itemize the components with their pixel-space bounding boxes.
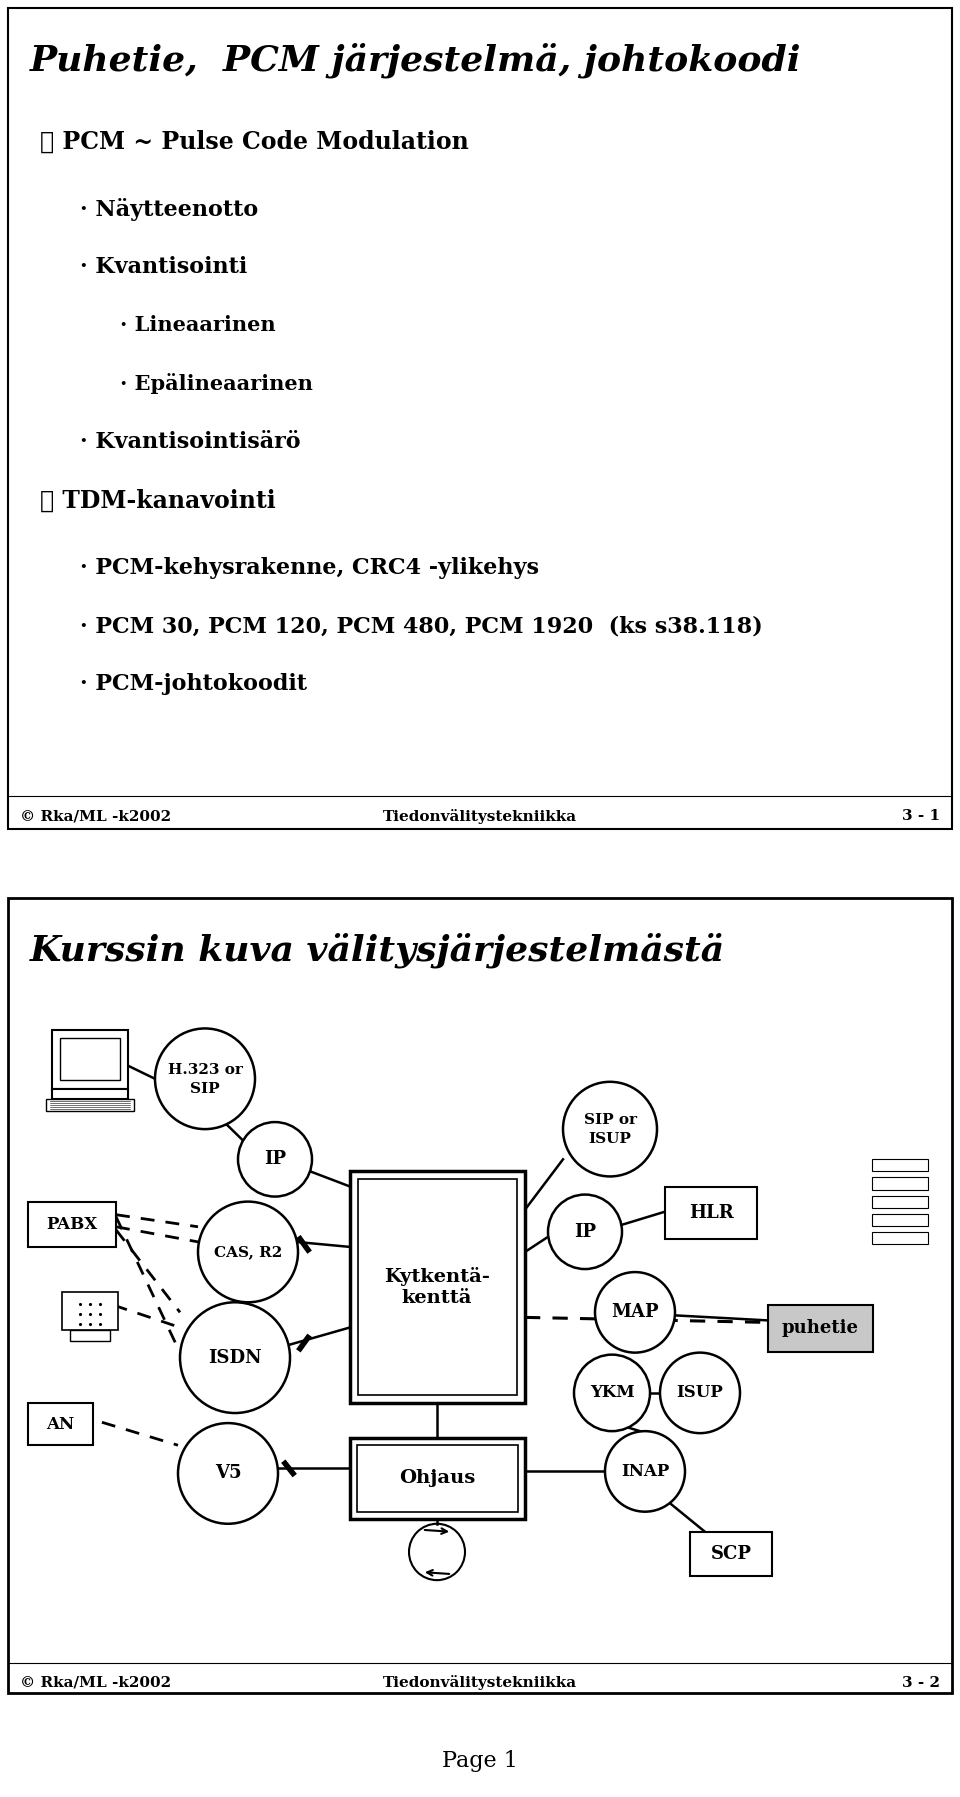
Text: Page 1: Page 1 [442, 1750, 518, 1772]
Text: MAP: MAP [612, 1303, 659, 1321]
FancyBboxPatch shape [62, 1292, 118, 1330]
FancyBboxPatch shape [52, 1089, 128, 1100]
FancyBboxPatch shape [872, 1213, 928, 1226]
Text: SCP: SCP [710, 1545, 752, 1563]
Text: · Lineaarinen: · Lineaarinen [120, 314, 276, 334]
Circle shape [605, 1430, 685, 1511]
FancyBboxPatch shape [350, 1172, 525, 1403]
FancyBboxPatch shape [46, 1100, 134, 1111]
FancyBboxPatch shape [768, 1305, 873, 1351]
Text: IP: IP [574, 1222, 596, 1240]
FancyBboxPatch shape [358, 1179, 517, 1394]
Text: © Rka/ML -k2002: © Rka/ML -k2002 [20, 809, 171, 823]
FancyBboxPatch shape [8, 7, 952, 830]
Text: YKM: YKM [589, 1384, 635, 1402]
FancyBboxPatch shape [872, 1177, 928, 1190]
Text: ✓ PCM ~ Pulse Code Modulation: ✓ PCM ~ Pulse Code Modulation [40, 129, 468, 155]
Text: ISUP: ISUP [588, 1132, 632, 1146]
Text: 3 - 2: 3 - 2 [902, 1677, 940, 1689]
Text: · Näytteenotto: · Näytteenotto [80, 198, 258, 221]
Circle shape [155, 1028, 255, 1129]
FancyBboxPatch shape [28, 1202, 116, 1247]
Text: · PCM-johtokoodit: · PCM-johtokoodit [80, 674, 307, 695]
Circle shape [180, 1303, 290, 1412]
Circle shape [548, 1195, 622, 1269]
Text: · PCM-kehysrakenne, CRC4 -ylikehys: · PCM-kehysrakenne, CRC4 -ylikehys [80, 557, 539, 579]
FancyBboxPatch shape [690, 1531, 772, 1576]
Text: AN: AN [46, 1416, 75, 1432]
Text: V5: V5 [215, 1465, 241, 1483]
FancyBboxPatch shape [350, 1438, 525, 1518]
Text: Tiedonvälitystekniikka: Tiedonvälitystekniikka [383, 1675, 577, 1691]
FancyBboxPatch shape [28, 1403, 93, 1445]
Text: Tiedonvälitystekniikka: Tiedonvälitystekniikka [383, 809, 577, 825]
Text: Kytkentä-
kenttä: Kytkentä- kenttä [384, 1267, 490, 1306]
Circle shape [574, 1355, 650, 1430]
Circle shape [178, 1423, 278, 1524]
Text: HLR: HLR [688, 1204, 733, 1222]
FancyBboxPatch shape [665, 1186, 757, 1238]
Text: Puhetie,  PCM järjestelmä, johtokoodi: Puhetie, PCM järjestelmä, johtokoodi [30, 43, 802, 77]
Text: SIP or: SIP or [584, 1112, 636, 1127]
FancyBboxPatch shape [872, 1159, 928, 1172]
Text: ✓ TDM-kanavointi: ✓ TDM-kanavointi [40, 489, 276, 512]
Text: H.323 or: H.323 or [168, 1062, 243, 1076]
Text: 3 - 1: 3 - 1 [901, 809, 940, 823]
FancyBboxPatch shape [60, 1037, 120, 1080]
Circle shape [563, 1082, 657, 1177]
Text: ISUP: ISUP [677, 1384, 724, 1402]
Text: Ohjaus: Ohjaus [398, 1470, 475, 1488]
Text: puhetie: puhetie [782, 1319, 859, 1337]
Text: CAS, R2: CAS, R2 [214, 1245, 282, 1260]
Circle shape [660, 1353, 740, 1434]
Text: · Epälineaarinen: · Epälineaarinen [120, 372, 313, 394]
Text: · Kvantisointi: · Kvantisointi [80, 257, 248, 279]
Text: ISDN: ISDN [208, 1350, 262, 1368]
Circle shape [198, 1202, 298, 1303]
FancyBboxPatch shape [872, 1195, 928, 1208]
Text: INAP: INAP [621, 1463, 669, 1481]
Text: · Kvantisointisärö: · Kvantisointisärö [80, 431, 300, 453]
Circle shape [238, 1121, 312, 1197]
Text: © Rka/ML -k2002: © Rka/ML -k2002 [20, 1677, 171, 1689]
Text: SIP: SIP [190, 1082, 220, 1096]
Text: Kurssin kuva välitysjärjestelmästä: Kurssin kuva välitysjärjestelmästä [30, 933, 725, 967]
FancyBboxPatch shape [52, 1030, 128, 1089]
FancyBboxPatch shape [70, 1330, 110, 1341]
Circle shape [595, 1272, 675, 1353]
FancyBboxPatch shape [357, 1445, 518, 1511]
Text: PABX: PABX [46, 1217, 98, 1233]
FancyBboxPatch shape [872, 1231, 928, 1244]
Text: IP: IP [264, 1150, 286, 1168]
Text: · PCM 30, PCM 120, PCM 480, PCM 1920  (ks s38.118): · PCM 30, PCM 120, PCM 480, PCM 1920 (ks… [80, 615, 763, 638]
FancyBboxPatch shape [8, 897, 952, 1693]
